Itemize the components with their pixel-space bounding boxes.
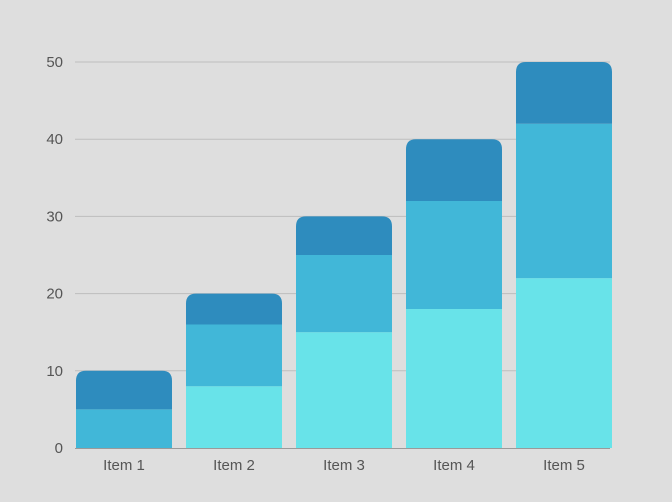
bar-segment-2-1 — [186, 386, 282, 448]
x-axis: Item 1 Item 2 Item 3 Item 4 Item 5 — [75, 448, 610, 474]
bar-segment-2-3 — [186, 293, 282, 325]
bar-segment-4-2 — [406, 200, 502, 310]
x-tick-label: Item 3 — [323, 457, 365, 474]
bar-stack-item-2 — [186, 293, 282, 448]
bar-segment-5-2 — [516, 123, 612, 279]
x-tick-label: Item 1 — [103, 457, 145, 474]
bar-segment-1-3 — [76, 370, 172, 410]
bar-segment-1-2 — [76, 409, 172, 448]
y-axis: 0 10 20 30 40 50 — [46, 54, 63, 457]
x-tick-label: Item 4 — [433, 457, 475, 474]
bar-segment-4-1 — [406, 309, 502, 448]
bar-stack-item-5 — [516, 62, 612, 448]
bars — [76, 62, 612, 448]
bar-segment-4-3 — [406, 139, 502, 201]
bar-segment-5-3 — [516, 62, 612, 124]
y-tick-label: 20 — [46, 286, 63, 303]
bar-segment-5-1 — [516, 278, 612, 448]
x-tick-label: Item 2 — [213, 457, 255, 474]
y-tick-label: 0 — [55, 440, 63, 457]
y-tick-label: 10 — [46, 363, 63, 380]
x-tick-label: Item 5 — [543, 457, 585, 474]
y-tick-label: 30 — [46, 208, 63, 225]
bar-segment-3-3 — [296, 216, 392, 255]
bar-stack-item-4 — [406, 139, 502, 448]
bar-segment-3-1 — [296, 332, 392, 448]
bar-stack-item-3 — [296, 216, 392, 448]
bar-stack-item-1 — [76, 370, 172, 448]
bar-segment-3-2 — [296, 255, 392, 333]
bar-segment-2-2 — [186, 324, 282, 387]
y-tick-label: 50 — [46, 54, 63, 71]
y-tick-label: 40 — [46, 131, 63, 148]
